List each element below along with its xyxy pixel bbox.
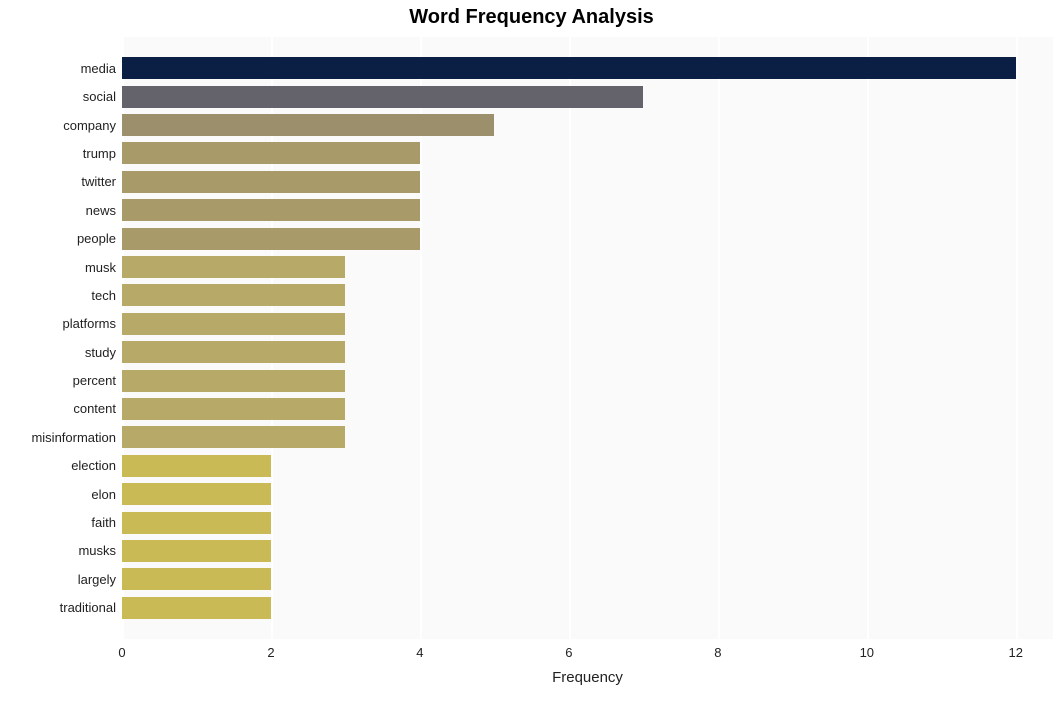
bar	[122, 171, 420, 193]
bar	[122, 86, 643, 108]
bar	[122, 341, 345, 363]
y-tick-label: tech	[91, 288, 116, 303]
bar	[122, 455, 271, 477]
y-tick-label: musks	[78, 543, 116, 558]
bar-row	[122, 398, 345, 420]
bar	[122, 256, 345, 278]
y-tick-label: company	[63, 118, 116, 133]
bar	[122, 114, 494, 136]
bar-row	[122, 483, 271, 505]
grid-line	[867, 37, 869, 639]
y-tick-label: media	[81, 61, 116, 76]
y-tick-label: twitter	[81, 174, 116, 189]
grid-line	[569, 37, 571, 639]
grid-line	[718, 37, 720, 639]
x-tick-label: 2	[267, 645, 274, 660]
bar	[122, 142, 420, 164]
y-tick-label: study	[85, 345, 116, 360]
bar-row	[122, 256, 345, 278]
grid-line	[1016, 37, 1018, 639]
x-tick-label: 12	[1009, 645, 1023, 660]
bar	[122, 199, 420, 221]
bar	[122, 284, 345, 306]
bar-row	[122, 597, 271, 619]
chart-container: Word Frequency Analysis Frequency 0 2 4 6 8 1…	[0, 0, 1063, 701]
bar-row	[122, 114, 494, 136]
bar-row	[122, 370, 345, 392]
bar	[122, 540, 271, 562]
x-tick-label: 0	[118, 645, 125, 660]
bar-row	[122, 86, 643, 108]
y-tick-label: percent	[73, 373, 116, 388]
bar	[122, 398, 345, 420]
bar	[122, 568, 271, 590]
bar	[122, 483, 271, 505]
bar-row	[122, 284, 345, 306]
x-tick-label: 8	[714, 645, 721, 660]
bar	[122, 313, 345, 335]
bar	[122, 370, 345, 392]
y-tick-label: traditional	[60, 600, 116, 615]
y-tick-label: misinformation	[31, 430, 116, 445]
y-tick-label: trump	[83, 146, 116, 161]
bar-row	[122, 171, 420, 193]
y-tick-label: faith	[91, 515, 116, 530]
bar-row	[122, 228, 420, 250]
bar-row	[122, 341, 345, 363]
y-tick-label: news	[86, 203, 116, 218]
x-tick-label: 6	[565, 645, 572, 660]
bar-row	[122, 540, 271, 562]
bar-row	[122, 568, 271, 590]
y-tick-label: musk	[85, 260, 116, 275]
x-tick-label: 10	[860, 645, 874, 660]
y-tick-label: social	[83, 89, 116, 104]
plot-area	[122, 37, 1053, 639]
y-tick-label: elon	[91, 487, 116, 502]
bar	[122, 597, 271, 619]
bar	[122, 512, 271, 534]
bar-row	[122, 455, 271, 477]
bar-row	[122, 426, 345, 448]
bar	[122, 57, 1016, 79]
y-tick-label: platforms	[63, 316, 116, 331]
y-tick-label: election	[71, 458, 116, 473]
y-tick-label: content	[73, 401, 116, 416]
chart-title: Word Frequency Analysis	[0, 6, 1063, 29]
x-axis-label: Frequency	[122, 669, 1053, 686]
y-tick-label: people	[77, 231, 116, 246]
y-tick-label: largely	[78, 572, 116, 587]
bar-row	[122, 142, 420, 164]
bar-row	[122, 57, 1016, 79]
bar	[122, 228, 420, 250]
bar-row	[122, 199, 420, 221]
bar	[122, 426, 345, 448]
x-tick-label: 4	[416, 645, 423, 660]
bar-row	[122, 512, 271, 534]
bar-row	[122, 313, 345, 335]
